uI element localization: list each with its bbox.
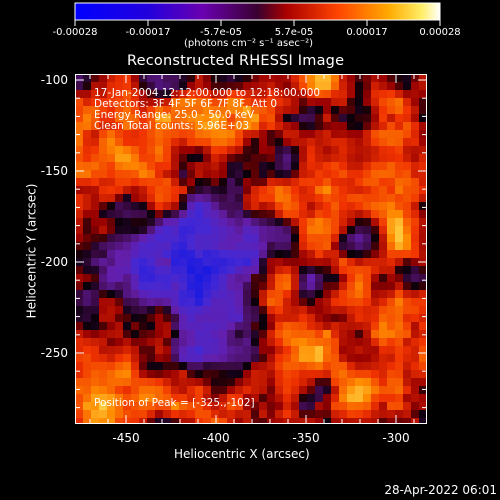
plot-title: Reconstructed RHESSI Image <box>127 53 345 69</box>
y-tick-label: -250 <box>40 346 68 360</box>
x-tick-label: -350 <box>292 431 320 445</box>
colorbar-tick: 0.00028 <box>419 27 461 38</box>
colorbar-tick: -0.00017 <box>125 27 171 38</box>
colorbar <box>74 2 441 26</box>
x-axis-label: Heliocentric X (arcsec) <box>174 447 310 461</box>
x-tick-label: -300 <box>382 431 410 445</box>
colorbar-tick: -5.7e-05 <box>200 27 242 38</box>
x-tick-label: -450 <box>112 431 140 445</box>
y-tick-label: -150 <box>40 164 68 178</box>
method-counts: Clean Total counts: 5.96E+03 <box>94 120 250 132</box>
y-tick-label: -100 <box>40 73 68 87</box>
time-range: 17-Jan-2004 12:12:00.000 to 12:18:00.000 <box>94 87 321 99</box>
colorbar-gradient <box>74 2 441 21</box>
x-tick-label: -400 <box>202 431 230 445</box>
colorbar-units: (photons cm⁻² s⁻¹ asec⁻²) <box>184 38 314 49</box>
y-axis-label: Heliocentric Y (arcsec) <box>24 183 39 319</box>
energy-range: Energy Range: 25.0 - 50.0 keV <box>94 109 255 121</box>
colorbar-tick: 5.7e-05 <box>274 27 314 38</box>
footer-date: 28-Apr-2022 06:01 <box>384 483 497 497</box>
y-tick-label: -200 <box>40 255 68 269</box>
detectors: Detectors: 3F 4F 5F 6F 7F 8F, Att 0 <box>94 98 278 110</box>
peak-position: Position of Peak = [-325.,-102] <box>94 397 255 409</box>
colorbar-tick: 0.00017 <box>346 27 388 38</box>
colorbar-tick: -0.00028 <box>52 27 98 38</box>
